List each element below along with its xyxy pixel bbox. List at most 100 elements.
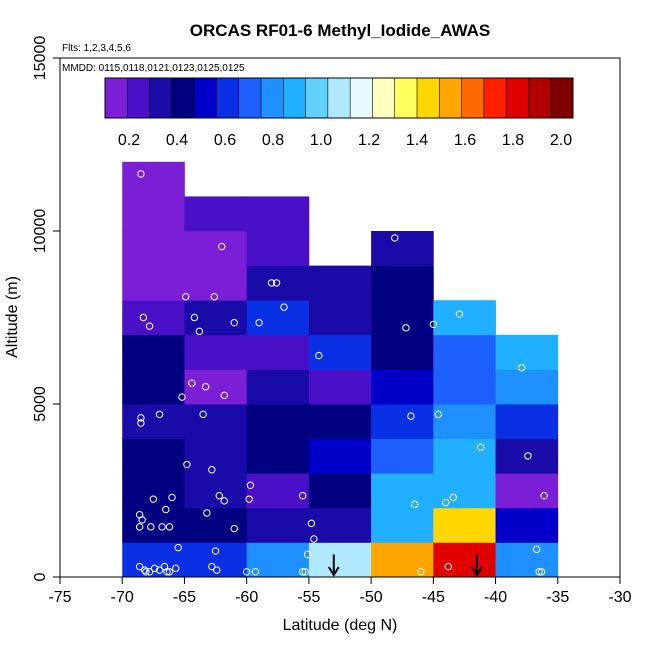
heatmap-cell [308, 404, 372, 439]
heatmap-cell [308, 438, 372, 474]
heatmap-cell [246, 265, 310, 301]
sample-point [139, 313, 148, 322]
sample-point [391, 234, 399, 242]
heatmap-cell [371, 231, 434, 266]
sample-point [303, 550, 312, 559]
sample-point [310, 535, 318, 543]
heatmap-cell [246, 369, 310, 405]
arrow [327, 554, 340, 577]
colorbar-swatch [417, 78, 440, 118]
heatmap-cell [433, 438, 496, 474]
colorbar-tick-label: 0.4 [166, 132, 188, 149]
sample-point [230, 318, 238, 327]
sample-point [162, 505, 170, 514]
sample-point [524, 452, 532, 460]
x-tick-label: -75 [48, 589, 71, 606]
heatmap-cell [122, 161, 185, 197]
y-tick-label: 10000 [32, 209, 49, 254]
sample-point [251, 568, 260, 576]
heatmap-cell [246, 196, 310, 232]
x-tick-label: -55 [297, 589, 320, 606]
sample-point [135, 523, 144, 531]
sample-point [215, 491, 223, 500]
colorbar-tick-label: 1.6 [454, 132, 476, 149]
sample-point [195, 327, 204, 336]
colorbar-tick-label: 0.2 [118, 132, 140, 149]
colorbar-swatch [327, 78, 351, 118]
colorbar-swatch [105, 78, 128, 118]
sample-point [298, 491, 307, 500]
sample-point [434, 410, 443, 419]
heatmap-cells [122, 161, 559, 578]
x-tick-label: -40 [484, 589, 507, 606]
heatmap-cell [495, 369, 559, 405]
heatmap-cell [308, 473, 372, 509]
sample-point [208, 562, 216, 571]
colorbar-tick-label: 0.6 [214, 132, 236, 149]
sample-point [208, 466, 216, 474]
heatmap-cell [122, 369, 185, 405]
sample-point [455, 310, 464, 318]
colorbar-swatch [194, 78, 217, 118]
colorbar-swatch [483, 78, 507, 118]
colorbar-swatch [216, 78, 240, 118]
sample-point [210, 293, 219, 301]
heatmap-cell [371, 369, 434, 405]
sample-point [203, 509, 211, 517]
sample-point [315, 351, 323, 360]
sample-point [417, 568, 425, 576]
x-axis-label: Latitude (deg N) [283, 617, 398, 634]
heatmap-cell [371, 438, 434, 474]
sample-point [537, 568, 546, 576]
sample-point [246, 481, 255, 490]
heatmap-cell [308, 369, 372, 405]
y-tick-label: 0 [32, 572, 49, 581]
sample-point [145, 322, 154, 330]
y-axis-label: Altitude (m) [4, 276, 21, 358]
heatmap-cell [495, 334, 559, 370]
heatmap-cell [246, 507, 310, 543]
sample-point [410, 500, 419, 509]
sample-point [135, 562, 144, 571]
heatmap-cell [246, 300, 310, 336]
heatmap-cell [433, 369, 496, 405]
heatmap-cell [122, 473, 185, 509]
heatmap-cell [371, 300, 434, 336]
sample-point [183, 460, 191, 469]
chart-title: ORCAS RF01-6 Methyl_Iodide_AWAS [190, 21, 490, 40]
sample-point [449, 493, 457, 502]
heatmap-cell [495, 542, 559, 578]
heatmap-cell [122, 438, 185, 474]
heatmap-cell [246, 542, 310, 578]
colorbar-frame [104, 77, 574, 119]
sample-point [280, 303, 288, 311]
sample-point [298, 568, 307, 576]
sample-point [429, 320, 438, 329]
heatmap-cell [184, 265, 248, 301]
heatmap-cell [122, 334, 185, 370]
colorbar: 0.2 0.4 0.6 0.8 1.0 1.2 1.4 1.6 1.8 2.0 [104, 77, 574, 149]
heatmap-cell [122, 196, 185, 232]
heatmap-cell [122, 231, 185, 266]
sample-point [163, 568, 171, 576]
heatmap-cell [495, 507, 559, 543]
sample-point [142, 568, 150, 576]
colorbar-tick-label: 1.2 [358, 132, 380, 149]
sample-point [155, 566, 164, 574]
colorbar-swatch [171, 78, 195, 118]
heatmap-cell [122, 404, 185, 439]
sample-point [301, 568, 309, 576]
heatmap-cell [184, 404, 248, 439]
sample-point [137, 170, 145, 178]
sample-point [402, 324, 410, 332]
x-tick-label: -70 [111, 589, 134, 606]
heatmap-cell [308, 542, 372, 578]
sample-point [137, 414, 145, 422]
heatmap-cell [433, 507, 496, 543]
colorbar-swatch [439, 78, 463, 118]
sample-point [245, 495, 253, 503]
arrow [471, 554, 483, 577]
sample-point [213, 566, 221, 574]
sample-point [150, 564, 159, 573]
